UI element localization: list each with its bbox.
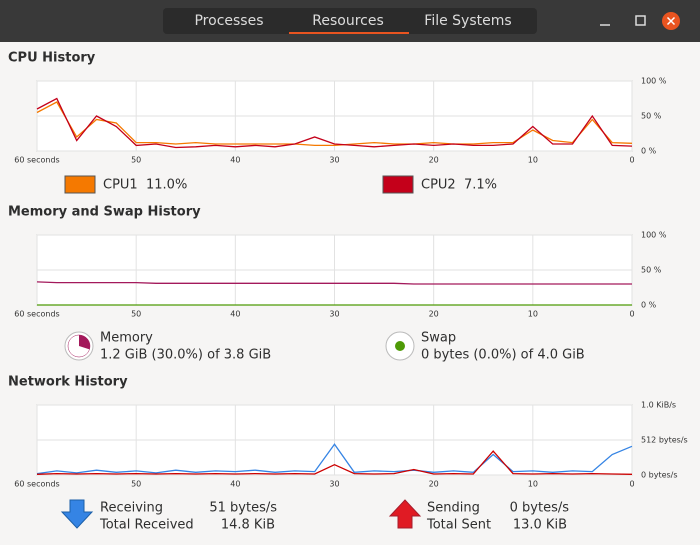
legend-detail: 1.2 GiB (30.0%) of 3.8 GiB <box>100 348 271 363</box>
y-tick-label: 0 % <box>641 301 657 310</box>
legend-swatch <box>382 175 414 194</box>
x-tick-label: 30 <box>329 480 339 489</box>
x-tick-label: 30 <box>329 310 339 319</box>
legend-value: 11.0% <box>146 178 187 193</box>
legend-name: Receiving <box>100 501 163 516</box>
memory-icon-wedge <box>79 334 91 350</box>
maximize-button[interactable] <box>635 15 646 26</box>
y-tick-label: 100 % <box>641 77 667 86</box>
x-tick-label: 20 <box>429 156 439 165</box>
x-tick-label: 60 seconds <box>14 480 59 489</box>
legend-total: 14.8 KiB <box>221 518 275 533</box>
memory-icon-ring <box>67 334 91 358</box>
tab[interactable]: File Systems <box>424 13 511 29</box>
x-tick-label: 10 <box>528 310 538 319</box>
x-tick-label: 10 <box>528 156 538 165</box>
legend-name: Sending <box>427 501 480 516</box>
tab[interactable]: Resources <box>312 13 384 29</box>
tab[interactable]: Processes <box>194 13 263 29</box>
active-tab-underline <box>289 32 409 34</box>
legend-name: CPU2 <box>421 178 456 193</box>
x-tick-label: 30 <box>329 156 339 165</box>
legend-value: 7.1% <box>464 178 497 193</box>
legend-swatch <box>64 175 96 194</box>
series-line <box>36 450 633 475</box>
y-tick-label: 1.0 KiB/s <box>641 401 676 410</box>
x-tick-label: 0 <box>629 310 634 319</box>
legend-total-label: Total Received <box>99 518 194 533</box>
x-tick-label: 50 <box>131 156 141 165</box>
y-tick-label: 512 bytes/s <box>641 436 688 445</box>
series-line <box>36 101 633 147</box>
legend-total: 13.0 KiB <box>513 518 567 533</box>
sending-arrow <box>388 499 422 529</box>
x-tick-label: 20 <box>429 310 439 319</box>
x-tick-label: 0 <box>629 156 634 165</box>
y-tick-label: 50 % <box>641 266 662 275</box>
close-icon <box>666 16 676 26</box>
y-tick-label: 100 % <box>641 231 667 240</box>
x-tick-label: 40 <box>230 480 240 489</box>
receiving-arrow <box>60 499 94 529</box>
x-tick-label: 60 seconds <box>14 156 59 165</box>
y-tick-label: 50 % <box>641 112 662 121</box>
x-tick-label: 40 <box>230 310 240 319</box>
legend-name: CPU1 <box>103 178 138 193</box>
x-tick-label: 20 <box>429 480 439 489</box>
tab-switcher <box>163 8 537 34</box>
x-tick-label: 50 <box>131 310 141 319</box>
series-line <box>36 281 632 285</box>
x-tick-label: 60 seconds <box>14 310 59 319</box>
legend-detail: 0 bytes (0.0%) of 4.0 GiB <box>421 348 585 363</box>
x-tick-label: 10 <box>528 480 538 489</box>
x-tick-label: 0 <box>629 480 634 489</box>
y-tick-label: 0 bytes/s <box>641 471 678 480</box>
y-tick-label: 0 % <box>641 147 657 156</box>
series-line <box>36 97 633 149</box>
x-tick-label: 50 <box>131 480 141 489</box>
legend-name: Swap <box>421 331 456 346</box>
legend-name: Memory <box>100 331 153 346</box>
chart-title: CPU History <box>8 51 96 66</box>
series-line <box>36 443 633 475</box>
chart-title: Network History <box>8 375 128 390</box>
legend-total-label: Total Sent <box>426 518 491 533</box>
legend-rate: 0 bytes/s <box>510 501 570 516</box>
x-tick-label: 40 <box>230 156 240 165</box>
chart-title: Memory and Swap History <box>8 205 201 220</box>
swap-icon-dot <box>395 341 405 351</box>
legend-rate: 51 bytes/s <box>209 501 277 516</box>
